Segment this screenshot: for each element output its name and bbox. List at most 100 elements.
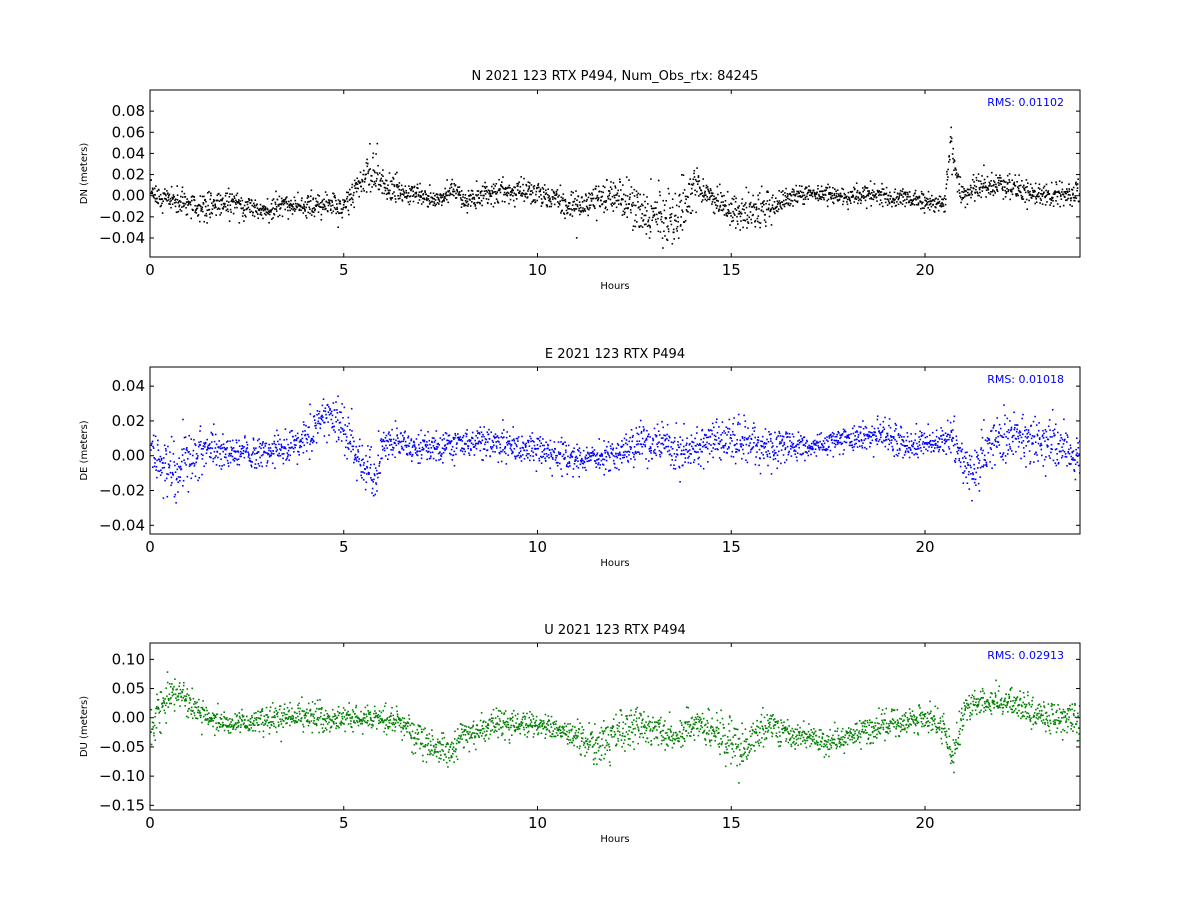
data-point: [237, 450, 239, 452]
data-point: [622, 444, 625, 446]
data-point: [274, 201, 277, 204]
data-point: [348, 448, 350, 450]
data-point: [660, 212, 663, 215]
data-point: [468, 452, 470, 454]
data-point: [160, 469, 162, 471]
data-point: [395, 444, 398, 447]
data-point: [364, 178, 366, 181]
data-point: [892, 449, 894, 452]
data-point: [962, 186, 964, 188]
data-point: [577, 449, 579, 451]
data-point: [180, 210, 183, 212]
data-point: [837, 200, 839, 202]
data-point: [609, 198, 612, 201]
data-point: [207, 204, 209, 207]
data-point: [916, 442, 918, 445]
data-point: [345, 439, 348, 442]
data-point: [255, 447, 257, 449]
data-point: [550, 205, 553, 208]
data-point: [722, 446, 725, 449]
data-point: [154, 458, 156, 460]
data-point: [460, 198, 462, 201]
data-point: [190, 196, 193, 198]
data-point: [512, 426, 514, 428]
data-point: [934, 447, 936, 449]
data-point: [387, 440, 389, 443]
data-point: [715, 207, 718, 209]
data-point: [213, 199, 215, 201]
data-point: [528, 453, 530, 455]
data-point: [1002, 453, 1004, 456]
data-point: [662, 247, 664, 249]
data-point: [532, 200, 534, 202]
data-point: [324, 410, 327, 413]
data-point: [252, 437, 255, 440]
data-point: [585, 205, 588, 208]
data-point: [374, 171, 376, 174]
data-point: [584, 193, 587, 195]
data-point: [336, 203, 338, 205]
data-point: [166, 200, 168, 202]
data-point: [536, 444, 539, 446]
data-point: [871, 192, 873, 194]
data-point: [492, 205, 495, 208]
data-point: [329, 209, 332, 211]
data-point: [541, 202, 544, 205]
data-point: [236, 201, 238, 203]
data-point: [689, 453, 691, 455]
data-point: [697, 180, 699, 183]
data-point: [399, 452, 401, 454]
data-point: [630, 186, 633, 188]
data-point: [749, 203, 751, 206]
data-point: [257, 217, 259, 219]
data-point: [509, 443, 511, 445]
data-point: [969, 188, 971, 191]
data-point: [837, 440, 840, 442]
data-point: [293, 439, 296, 441]
data-point: [510, 193, 512, 196]
data-point: [639, 193, 641, 196]
data-point: [358, 445, 361, 447]
data-point: [818, 195, 821, 197]
data-point: [754, 463, 757, 466]
data-point: [296, 203, 299, 205]
data-point: [869, 435, 871, 438]
data-point: [722, 208, 725, 210]
data-point: [731, 430, 734, 433]
data-point: [816, 191, 818, 194]
data-point: [427, 198, 430, 200]
data-point: [783, 441, 786, 444]
data-point: [874, 438, 877, 441]
data-point: [950, 431, 953, 433]
data-point: [528, 439, 530, 442]
data-point: [474, 203, 476, 206]
data-point: [304, 433, 307, 436]
data-point: [1052, 200, 1054, 202]
data-point: [991, 443, 993, 445]
data-point: [955, 172, 958, 174]
data-point: [476, 194, 478, 197]
data-point: [296, 432, 299, 435]
data-point: [536, 199, 538, 202]
data-point: [661, 221, 663, 223]
data-point: [346, 191, 348, 194]
data-point: [603, 440, 605, 442]
data-point: [456, 442, 458, 444]
data-point: [614, 187, 617, 189]
data-point: [753, 422, 755, 424]
data-point: [780, 442, 783, 444]
data-point: [994, 192, 996, 194]
data-point: [1042, 187, 1045, 189]
data-point: [965, 190, 967, 193]
data-point: [937, 209, 940, 212]
data-point: [584, 210, 587, 212]
data-point: [319, 202, 322, 204]
data-point: [187, 200, 190, 203]
data-point: [527, 181, 530, 183]
data-point: [1015, 195, 1018, 197]
data-point: [157, 470, 159, 472]
data-point: [552, 450, 555, 453]
data-point: [679, 201, 681, 203]
data-point: [215, 443, 218, 446]
data-point: [454, 432, 456, 435]
